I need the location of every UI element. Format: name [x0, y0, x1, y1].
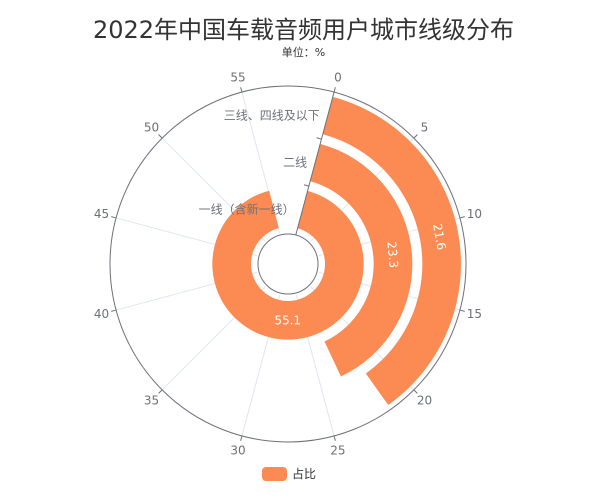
legend-swatch — [262, 466, 287, 481]
radius-axis-line — [295, 91, 335, 236]
bar-1 — [212, 190, 364, 340]
bar-value-label: 23.3 — [384, 241, 400, 269]
angle-tick-label: 35 — [144, 393, 159, 407]
legend-item[interactable]: 占比 — [262, 465, 316, 482]
angle-tick — [459, 309, 465, 312]
angle-tick — [413, 389, 418, 394]
angle-tick-label: 45 — [94, 207, 109, 221]
inner-axis-circle — [257, 233, 319, 295]
angle-tick — [333, 435, 336, 441]
angle-tick-label: 5 — [421, 121, 429, 135]
angle-tick — [111, 309, 117, 312]
angle-tick-label: 40 — [94, 307, 109, 321]
bar-value-label: 21.6 — [430, 222, 449, 251]
chart-subtitle: 单位：% — [281, 46, 326, 59]
angle-tick-label: 50 — [144, 121, 159, 135]
angle-tick-label: 0 — [334, 71, 342, 85]
bar-value-label: 55.1 — [274, 313, 301, 327]
legend-label: 占比 — [292, 467, 317, 481]
angle-tick — [333, 87, 336, 93]
angle-tick-label: 25 — [330, 443, 345, 457]
category-label: 一线（含新一线） — [199, 202, 295, 217]
angle-tick — [158, 134, 163, 139]
angle-tick-label: 20 — [417, 393, 432, 407]
chart-title: 2022年中国车载音频用户城市线级分布 — [92, 16, 515, 44]
radius-tick — [316, 137, 322, 140]
angle-tick — [240, 435, 243, 441]
angle-tick — [158, 389, 163, 394]
radius-tick — [303, 184, 310, 187]
angle-tick — [111, 216, 117, 219]
angle-tick — [413, 134, 418, 139]
angle-tick — [240, 87, 243, 93]
angle-axis-line — [109, 85, 467, 443]
angle-tick-label: 30 — [230, 443, 245, 457]
category-label: 三线、四线及以下 — [224, 109, 320, 123]
angle-tick-label: 10 — [467, 207, 482, 221]
bar-2 — [310, 143, 413, 377]
category-label: 二线 — [283, 156, 307, 170]
angle-tick-label: 55 — [230, 71, 245, 85]
angle-tick — [459, 216, 465, 219]
bar-3 — [322, 96, 461, 406]
angle-tick-label: 15 — [467, 307, 482, 321]
